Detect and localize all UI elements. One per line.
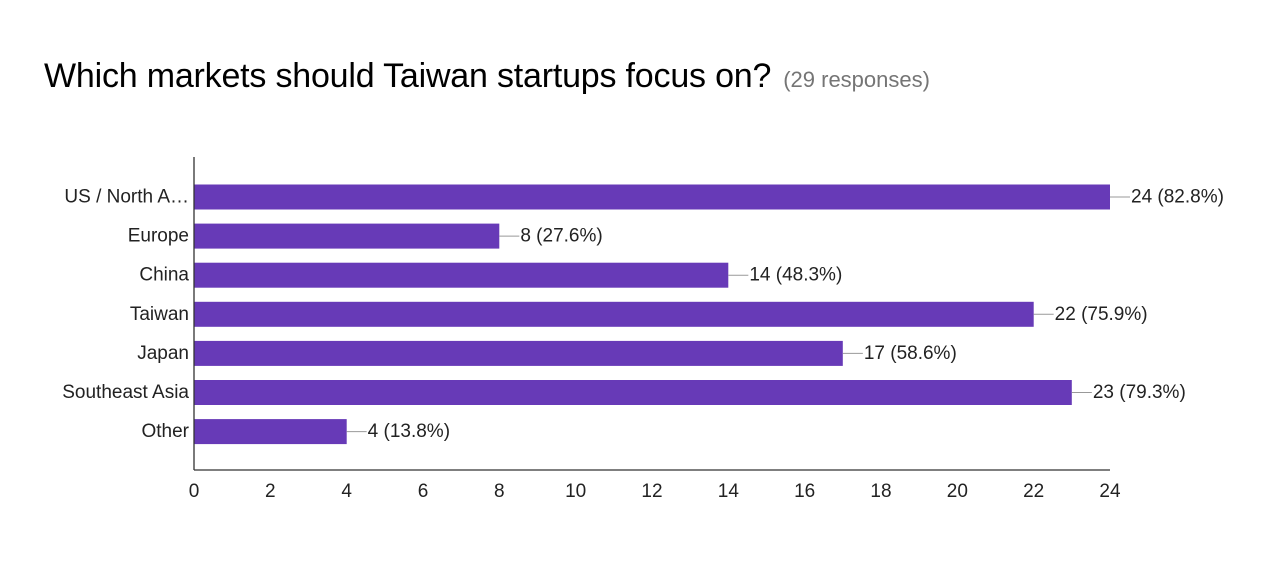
- category-label: Taiwan: [130, 304, 189, 325]
- bar-5: [194, 380, 1072, 405]
- x-tick-label: 14: [718, 481, 740, 502]
- x-tick-label: 16: [794, 481, 815, 502]
- x-tick-label: 22: [1023, 481, 1044, 502]
- bar-0: [194, 184, 1110, 210]
- category-label: China: [139, 265, 189, 286]
- category-label: Japan: [137, 343, 189, 364]
- response-count: (29 responses): [783, 67, 930, 92]
- data-label: 8 (27.6%): [520, 226, 602, 247]
- x-tick-label: 24: [1099, 481, 1121, 502]
- data-label: 14 (48.3%): [749, 265, 842, 286]
- x-tick-label: 10: [565, 481, 586, 502]
- category-label: US / North A…: [64, 187, 189, 208]
- bar-2: [194, 262, 729, 288]
- x-tick-label: 18: [870, 481, 891, 502]
- bar-4: [194, 340, 843, 366]
- x-tick-label: 0: [189, 481, 200, 502]
- bar-1: [194, 223, 500, 249]
- x-tick-label: 8: [494, 481, 505, 502]
- category-label: Other: [141, 421, 189, 442]
- x-tick-label: 20: [947, 481, 968, 502]
- x-tick-label: 12: [641, 481, 662, 502]
- data-label: 17 (58.6%): [864, 343, 957, 364]
- category-label: Southeast Asia: [62, 382, 189, 403]
- data-label: 22 (75.9%): [1055, 304, 1148, 325]
- x-tick-label: 2: [265, 481, 276, 502]
- x-tick-label: 4: [341, 481, 352, 502]
- chart-header: Which markets should Taiwan startups foc…: [44, 57, 930, 96]
- x-tick-label: 6: [418, 481, 429, 502]
- data-label: 23 (79.3%): [1093, 382, 1186, 403]
- category-label: Europe: [128, 226, 189, 247]
- data-label: 4 (13.8%): [368, 421, 450, 442]
- bar-6: [194, 419, 347, 445]
- bar-3: [194, 301, 1034, 327]
- data-label: 24 (82.8%): [1131, 187, 1224, 208]
- question-title: Which markets should Taiwan startups foc…: [44, 57, 772, 95]
